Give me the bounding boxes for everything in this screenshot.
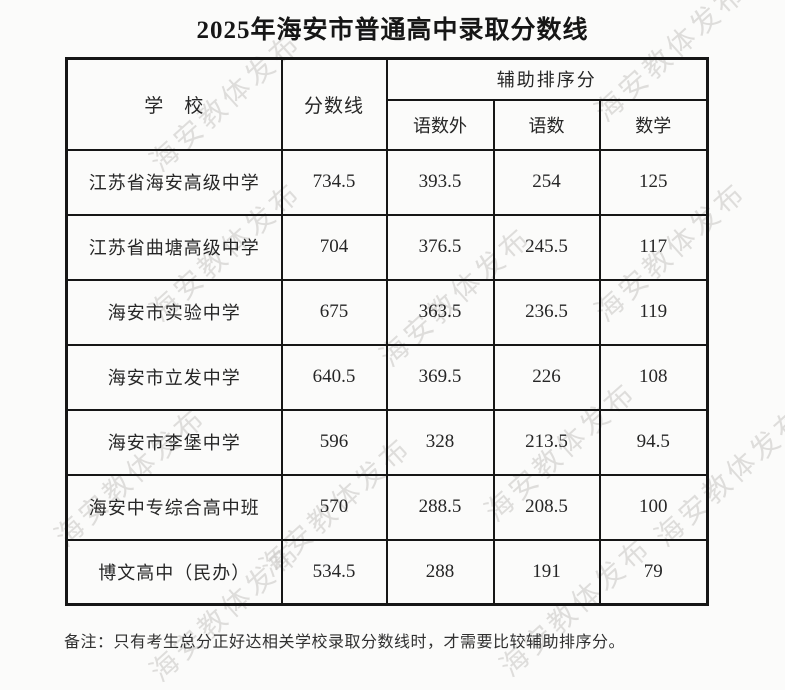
page-title: 2025年海安市普通高中录取分数线: [196, 17, 589, 44]
col-header-school: 学 校: [65, 57, 283, 151]
cell-school: 海安中专综合高中班: [65, 473, 283, 541]
table-row: 海安市实验中学 675 363.5 236.5 119: [65, 278, 709, 346]
cell-aux1: 363.5: [385, 278, 495, 346]
table-row: 江苏省曲塘高级中学 704 376.5 245.5 117: [65, 213, 709, 281]
table-row: 江苏省海安高级中学 734.5 393.5 254 125: [65, 148, 709, 216]
cell-aux3: 79: [598, 538, 709, 606]
cell-aux2: 208.5: [492, 473, 601, 541]
table-row: 博文高中（民办） 534.5 288 191 79: [65, 538, 709, 606]
cell-aux3: 100: [598, 473, 709, 541]
cell-aux2: 254: [492, 148, 601, 216]
cell-score-line: 570: [280, 473, 388, 541]
header-row-top: 学 校 分数线 辅助排序分: [65, 57, 709, 151]
col-header-aux-shuxue: 数学: [598, 98, 709, 151]
cell-aux3: 94.5: [598, 408, 709, 476]
footer-note: 备注：只有考生总分正好达相关学校录取分数线时，才需要比较辅助排序分。: [64, 634, 626, 651]
col-header-aux-yushu: 语数: [492, 98, 601, 151]
cell-aux1: 288.5: [385, 473, 495, 541]
header-row-sub: 语数外 语数 数学: [67, 98, 709, 151]
table-row: 海安市立发中学 640.5 369.5 226 108: [65, 343, 709, 411]
cell-score-line: 704: [280, 213, 388, 281]
cell-aux2: 213.5: [492, 408, 601, 476]
col-header-score-line: 分数线: [280, 57, 388, 151]
cell-aux1: 376.5: [385, 213, 495, 281]
cell-aux2: 236.5: [492, 278, 601, 346]
cell-score-line: 534.5: [280, 538, 388, 606]
cell-aux1: 328: [385, 408, 495, 476]
cell-aux3: 117: [598, 213, 709, 281]
table-row: 海安中专综合高中班 570 288.5 208.5 100: [65, 473, 709, 541]
table-row: 海安市李堡中学 596 328 213.5 94.5: [65, 408, 709, 476]
cell-school: 海安市实验中学: [65, 278, 283, 346]
cell-score-line: 596: [280, 408, 388, 476]
cell-aux2: 245.5: [492, 213, 601, 281]
col-header-aux-yushuwai: 语数外: [385, 98, 495, 151]
cell-school: 江苏省海安高级中学: [65, 148, 283, 216]
cell-school: 江苏省曲塘高级中学: [65, 213, 283, 281]
page: { "title": "2025年海安市普通高中录取分数线", "waterma…: [49, 0, 785, 689]
cell-aux3: 119: [598, 278, 709, 346]
cell-aux3: 108: [598, 343, 709, 411]
cell-aux2: 191: [492, 538, 601, 606]
cell-school: 海安市李堡中学: [65, 408, 283, 476]
cell-school: 海安市立发中学: [65, 343, 283, 411]
cell-aux1: 393.5: [385, 148, 495, 216]
col-header-aux-group: 辅助排序分: [385, 57, 709, 101]
score-table: 学 校 分数线 辅助排序分 语数外 语数 数学 江苏省海安高级中学 734.5 …: [65, 57, 710, 606]
cell-score-line: 734.5: [280, 148, 388, 216]
cell-aux1: 288: [385, 538, 495, 606]
cell-aux2: 226: [492, 343, 601, 411]
cell-score-line: 675: [280, 278, 388, 346]
cell-aux1: 369.5: [385, 343, 495, 411]
cell-score-line: 640.5: [280, 343, 388, 411]
cell-school: 博文高中（民办）: [65, 538, 283, 606]
cell-aux3: 125: [598, 148, 709, 216]
